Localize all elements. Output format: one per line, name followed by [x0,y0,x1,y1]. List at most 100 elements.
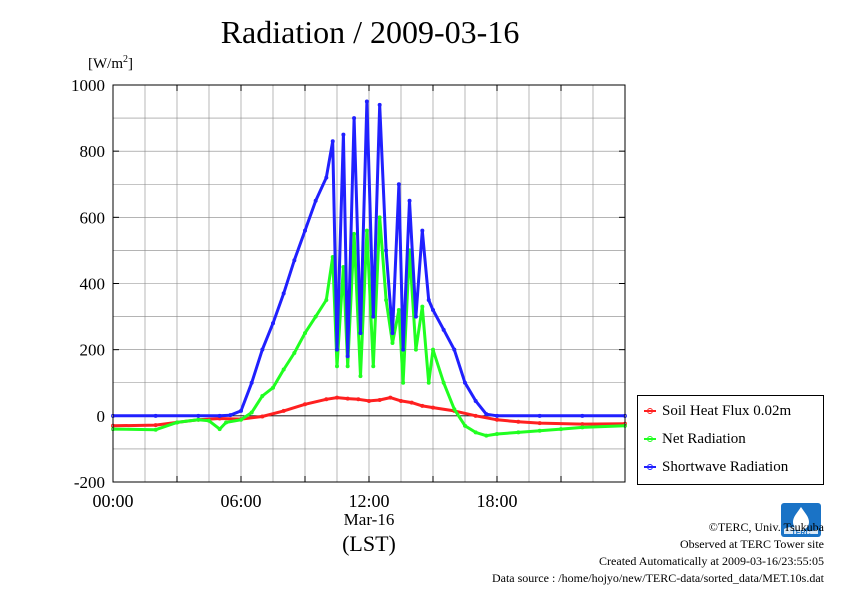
data-point [473,413,478,418]
x-tick-label: 18:00 [476,491,517,511]
data-point [324,175,329,180]
data-point [377,397,382,402]
legend-label-soil: Soil Heat Flux 0.02m [662,402,792,419]
data-point [292,258,297,263]
data-point [420,304,425,309]
plot-frame [112,84,626,483]
data-point [345,354,350,359]
data-point [364,99,369,104]
data-point [580,425,585,430]
x-axis-timezone-label: (LST) [342,531,396,556]
x-tick-label: 12:00 [348,491,389,511]
data-point [345,396,350,401]
data-point [407,198,412,203]
data-point [377,102,382,107]
data-point [396,182,401,187]
data-point [409,400,414,405]
data-point [302,402,307,407]
data-point [580,413,585,418]
data-point [260,347,265,352]
data-point [396,307,401,312]
data-point [462,423,467,428]
data-point [537,428,542,433]
data-point [441,327,446,332]
y-tick-label: 600 [80,208,106,227]
legend-item-shortwave-radiation: Shortwave Radiation [644,457,788,477]
y-tick-label: 800 [80,142,106,161]
data-point [371,364,376,369]
data-point [196,417,201,422]
data-point [356,397,361,402]
legend-item-net-radiation: Net Radiation [644,429,746,449]
unit-base: [W/m [88,56,123,72]
data-point [224,420,229,425]
legend-label-net: Net Radiation [662,430,746,447]
data-point [494,417,499,422]
chart-title: Radiation / 2009-03-16 [220,14,520,50]
data-point [249,410,254,415]
data-point [153,423,158,428]
data-point [324,298,329,303]
data-point [196,413,201,418]
data-point [420,228,425,233]
credit-source: Data source : /home/hojyo/new/TERC-data/… [491,571,824,585]
data-point [281,291,286,296]
data-point [473,398,478,403]
data-point [260,393,265,398]
data-point [462,380,467,385]
series-line-1 [112,215,626,438]
data-point [430,307,435,312]
data-point [352,116,357,121]
y-tick-label: 200 [80,341,106,360]
data-point [516,419,521,424]
data-point [334,347,339,352]
data-point [384,248,389,253]
data-point [413,314,418,319]
data-point [452,407,457,412]
data-point [238,417,243,422]
data-point [302,331,307,336]
legend-swatch-shortwave [644,464,656,470]
data-point [334,364,339,369]
data-point [334,395,339,400]
data-point [452,347,457,352]
data-point [153,413,158,418]
data-point [494,413,499,418]
data-point [537,413,542,418]
credit-created: Created Automatically at 2009-03-16/23:5… [599,554,824,568]
series-line-2 [113,100,625,418]
data-point [270,321,275,326]
data-point [153,427,158,432]
credit-site: Observed at TERC Tower site [679,537,824,551]
unit-exponent: 2 [123,54,128,65]
legend-swatch-net [644,436,656,442]
data-point [420,403,425,408]
data-point [384,298,389,303]
data-point [430,347,435,352]
y-axis-unit: [W/m2] [88,54,133,73]
data-point [358,331,363,336]
credit-copyright: ©TERC, Univ. Tsukuba [708,520,824,534]
data-point [366,398,371,403]
data-point [377,215,382,220]
data-point [341,132,346,137]
y-tick-label: 400 [80,275,106,294]
data-point [401,347,406,352]
data-point [430,405,435,410]
data-point [401,380,406,385]
data-point [302,228,307,233]
x-tick-label: 00:00 [92,491,133,511]
data-point [292,350,297,355]
x-tick-label: 06:00 [220,491,261,511]
data-point [249,380,254,385]
data-point [330,139,335,144]
data-point [426,380,431,385]
data-point [174,420,179,425]
series-line-0 [112,396,626,428]
data-point [398,398,403,403]
data-point [358,374,363,379]
data-point [473,430,478,435]
data-point [559,427,564,432]
data-point [281,367,286,372]
